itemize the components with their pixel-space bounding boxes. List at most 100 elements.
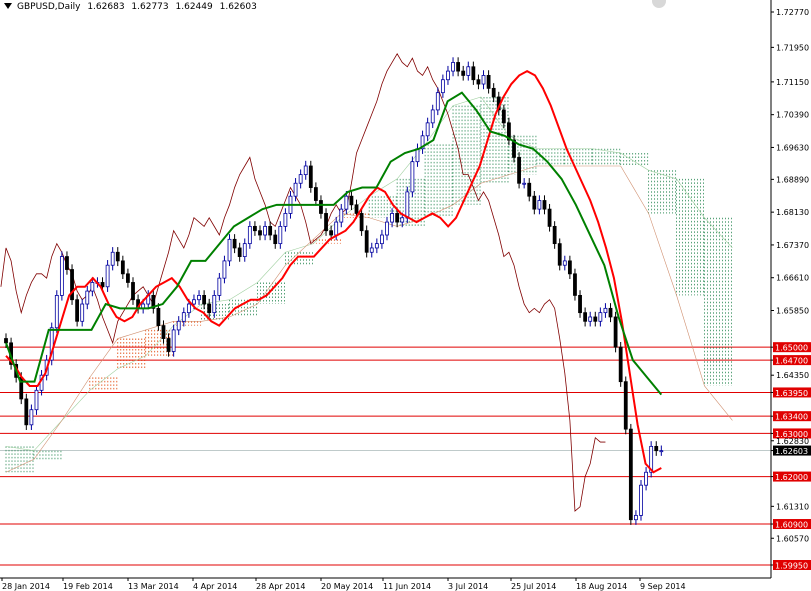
candle-body xyxy=(49,327,54,361)
y-tick-label: 1.70390 xyxy=(776,111,809,120)
y-tick-label: 1.72770 xyxy=(776,8,809,17)
candle-body xyxy=(202,295,207,305)
candle-body xyxy=(166,338,171,352)
candle-body xyxy=(461,70,466,76)
current-price-label-bg xyxy=(773,445,811,456)
y-tick-label: 1.67370 xyxy=(776,241,809,250)
candle-body xyxy=(537,200,542,210)
close-value: 1.62603 xyxy=(219,2,257,12)
candle-body xyxy=(273,234,278,245)
candle-body xyxy=(573,273,577,296)
one-click-trading-icon[interactable] xyxy=(652,0,666,8)
kijun-line xyxy=(5,91,663,396)
candle-body xyxy=(659,450,664,453)
x-tick-label: 25 Jul 2014 xyxy=(511,582,556,591)
candle-body xyxy=(70,269,74,301)
candle-body xyxy=(486,75,491,89)
x-tick-label: 4 Apr 2014 xyxy=(193,582,237,591)
x-tick-label: 9 Sep 2014 xyxy=(640,582,686,591)
x-tick-label: 20 May 2014 xyxy=(321,582,373,591)
senkou-span-a xyxy=(5,96,733,452)
candle-body xyxy=(313,187,318,201)
chevron-down-icon[interactable] xyxy=(4,3,12,9)
candle-body xyxy=(644,471,648,486)
level-label-bg xyxy=(773,560,811,570)
candle-body xyxy=(420,135,425,150)
candle-body xyxy=(339,208,344,223)
candle-body xyxy=(456,62,461,72)
candle-body xyxy=(415,148,420,163)
x-tick-label: 28 Apr 2014 xyxy=(256,582,305,591)
candle-body xyxy=(283,213,288,227)
candle-body xyxy=(303,165,308,176)
candle-body xyxy=(268,225,273,236)
candle-body xyxy=(522,182,527,185)
candle-body xyxy=(517,156,521,184)
candle-body xyxy=(24,398,29,426)
candle-body xyxy=(110,251,115,266)
candle-body xyxy=(593,316,598,322)
candle-body xyxy=(430,109,435,124)
candle-body xyxy=(603,307,608,314)
candle-body xyxy=(349,195,354,206)
open-value: 1.62683 xyxy=(87,2,125,12)
candle-body xyxy=(65,256,69,270)
candle-body xyxy=(649,445,654,473)
candle-body xyxy=(639,484,643,516)
level-label: 1.63950 xyxy=(775,389,808,398)
candle-body xyxy=(380,234,384,245)
candle-body xyxy=(186,303,191,314)
candle-body xyxy=(222,260,227,279)
candle-body xyxy=(59,256,64,296)
candle-body xyxy=(654,445,659,452)
candle-body xyxy=(237,247,242,257)
candle-body xyxy=(567,260,572,275)
level-label-bg xyxy=(773,342,811,353)
candles xyxy=(4,57,664,525)
y-tick-label: 1.68890 xyxy=(776,175,809,184)
candle-body xyxy=(80,303,85,322)
candle-body xyxy=(324,213,328,232)
x-tick-label: 19 Feb 2014 xyxy=(63,582,113,591)
candle-body xyxy=(176,320,181,331)
candle-body xyxy=(293,182,298,197)
chart-header: GBPUSD,Daily 1.62683 1.62773 1.62449 1.6… xyxy=(17,2,261,12)
tenkan-line xyxy=(5,69,662,474)
candle-body xyxy=(253,225,257,232)
candle-body xyxy=(105,264,110,288)
candle-body xyxy=(435,92,440,111)
level-label-bg xyxy=(773,355,811,366)
symbol-label: GBPUSD,Daily xyxy=(17,2,81,12)
candle-body xyxy=(308,165,313,188)
candle-body xyxy=(227,238,232,262)
candle-body xyxy=(298,174,303,184)
x-tick-label: 28 Jan 2014 xyxy=(2,582,50,591)
y-tick-label: 1.60570 xyxy=(776,534,809,543)
level-label: 1.62000 xyxy=(775,473,808,482)
candle-body xyxy=(583,312,588,322)
candle-body xyxy=(552,225,557,245)
candle-body xyxy=(161,325,166,339)
candle-body xyxy=(369,247,374,253)
candle-body xyxy=(126,273,130,283)
candle-body xyxy=(562,260,567,266)
level-label: 1.64700 xyxy=(775,357,808,366)
candle-body xyxy=(354,204,359,214)
level-label-bg xyxy=(773,519,811,530)
candle-body xyxy=(440,79,445,94)
candle-body xyxy=(197,295,201,301)
y-tick-label: 1.68130 xyxy=(776,208,809,217)
y-tick-label: 1.71950 xyxy=(776,43,809,52)
x-tick-label: 18 Aug 2014 xyxy=(576,582,627,591)
candle-body xyxy=(471,66,476,81)
candle-body xyxy=(334,221,339,236)
candle-body xyxy=(34,389,39,411)
candle-body xyxy=(156,307,161,326)
chikou-span xyxy=(0,53,606,512)
level-label: 1.63400 xyxy=(775,413,808,422)
candle-body xyxy=(374,243,379,249)
candle-body xyxy=(466,66,471,76)
horizontal-levels xyxy=(0,346,771,566)
